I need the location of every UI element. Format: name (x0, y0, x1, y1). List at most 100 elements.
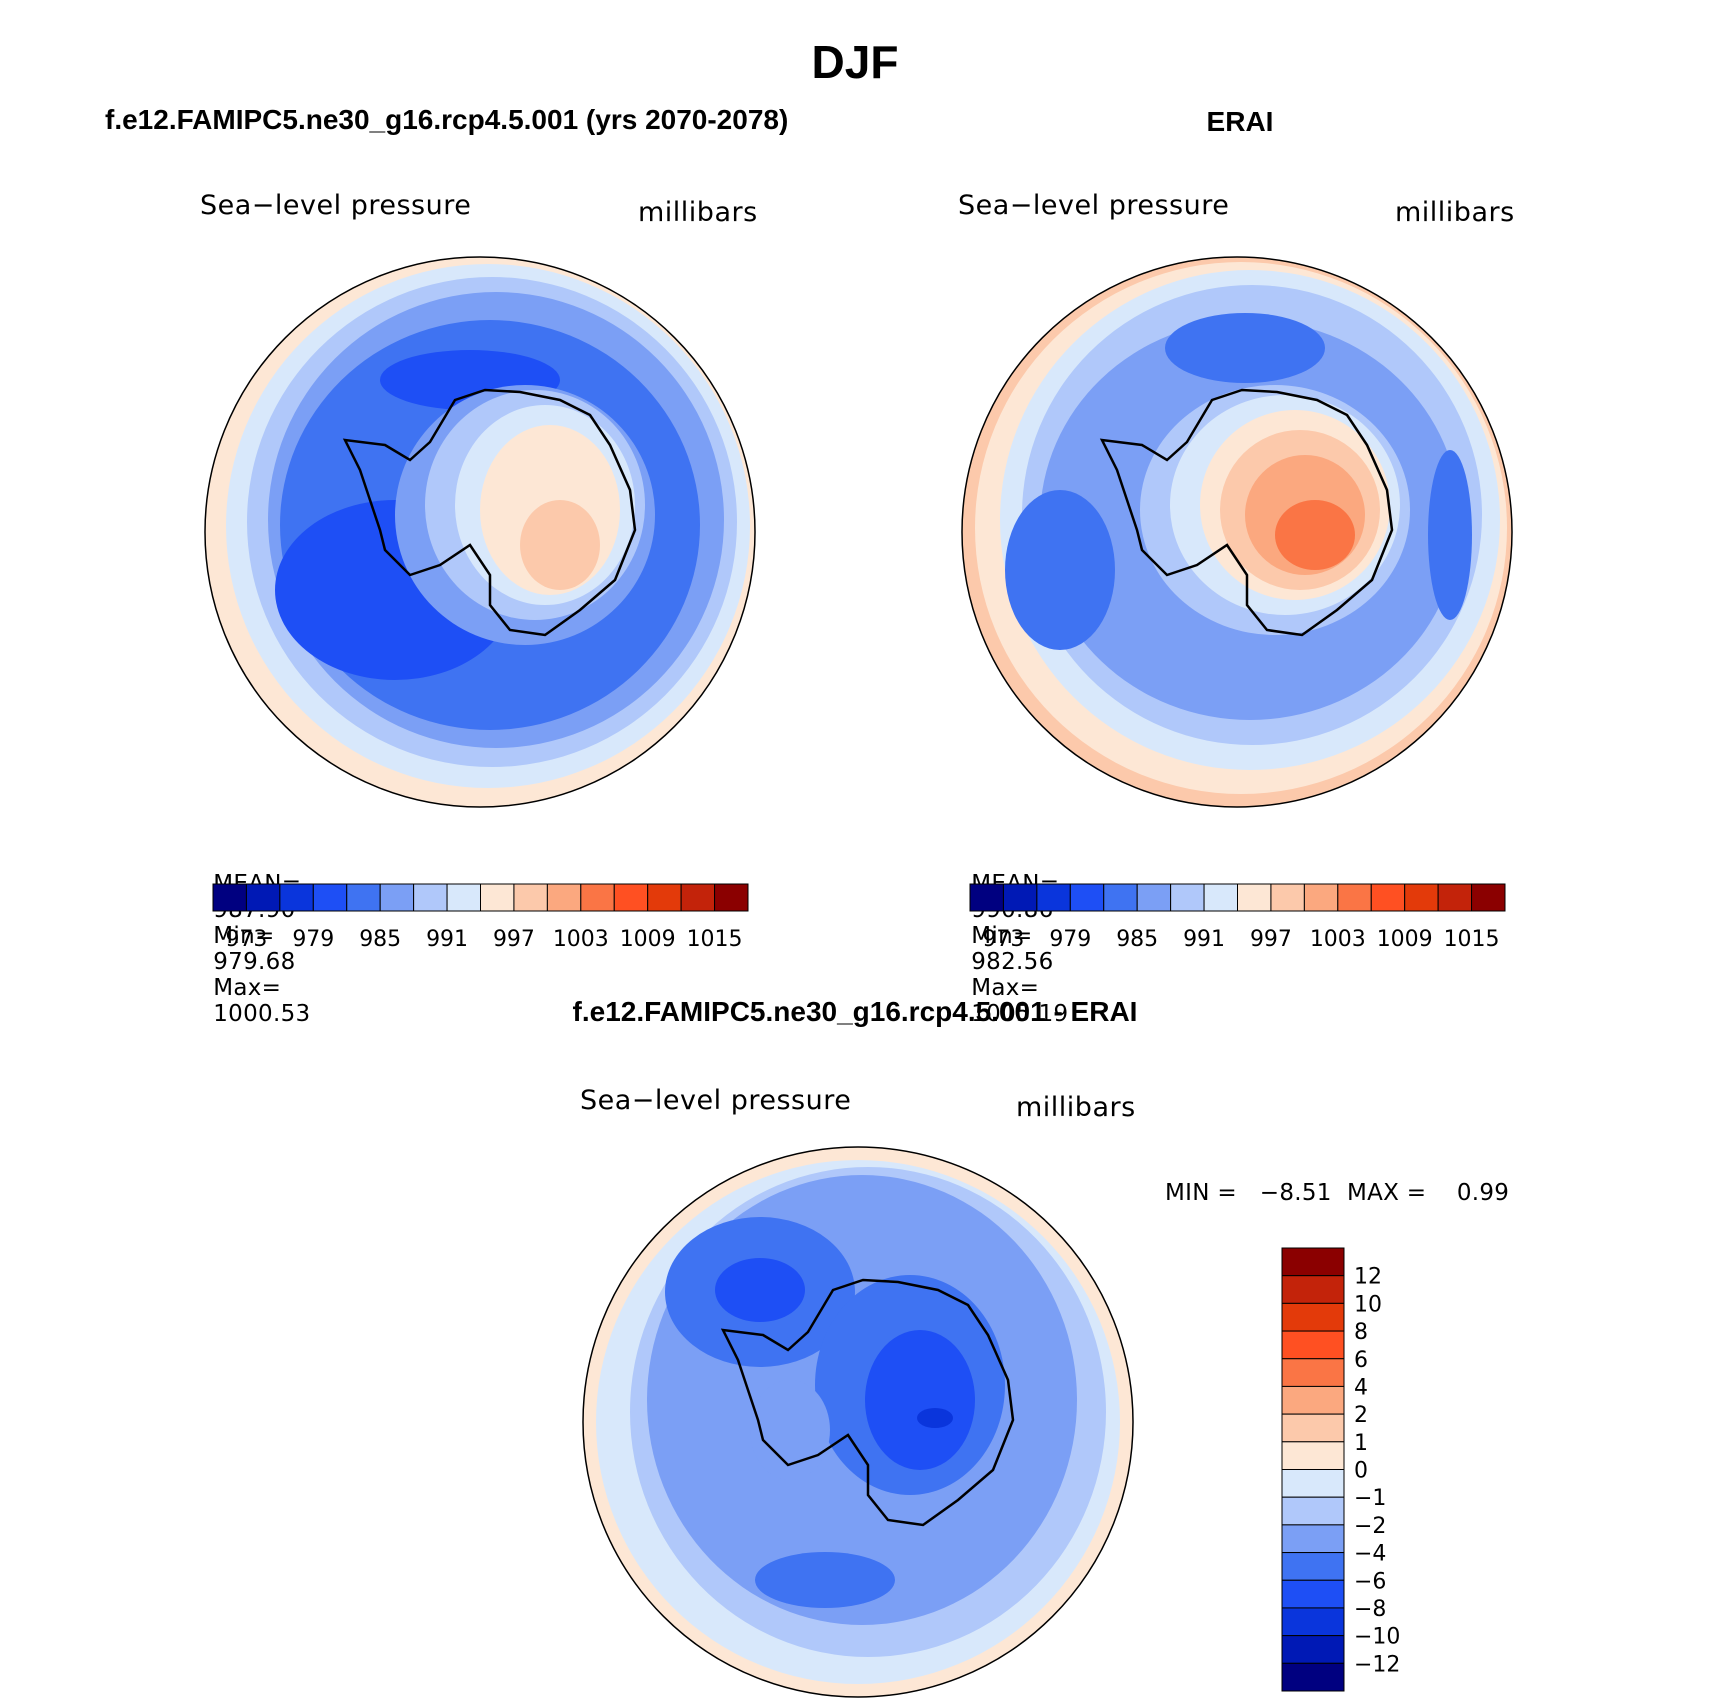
model-colorbar-tick-label: 1009 (620, 927, 676, 952)
diff-colorbar-tick-label: −4 (1354, 1542, 1386, 1567)
model-colorbar-swatch (513, 883, 548, 912)
obs-colorbar-swatch (1170, 883, 1205, 912)
obs-colorbar-swatch (1303, 883, 1339, 912)
model-colorbar-swatch (212, 883, 247, 912)
min-label: Min= (971, 923, 1033, 949)
model-colorbar-swatch (346, 883, 381, 912)
model-colorbar-tick-label: 1015 (687, 927, 743, 952)
obs-colorbar-tick-label: 991 (1183, 927, 1225, 952)
obs-colorbar-tick-label: 979 (1049, 927, 1091, 952)
diff-colorbar-swatch (1281, 1358, 1345, 1387)
model-colorbar-swatch (680, 883, 716, 912)
model-colorbar-swatch (546, 883, 582, 912)
diff-colorbar-swatch (1281, 1275, 1345, 1304)
panel-diff-map (582, 1146, 1134, 1698)
model-colorbar-tick-label: 979 (292, 927, 334, 952)
model-colorbar-swatch (613, 883, 649, 912)
model-colorbar-swatch (714, 883, 749, 912)
model-colorbar-swatch (245, 883, 281, 912)
figure-title: DJF (811, 36, 899, 88)
obs-colorbar-swatch (1337, 883, 1372, 912)
diff-colorbar-swatch (1281, 1330, 1345, 1360)
model-colorbar-swatch (413, 883, 448, 912)
diff-colorbar-tick-label: −12 (1354, 1652, 1400, 1677)
panel-obs-colorbar: 973 979 985 991 997 1003 1009 1015 (969, 883, 1506, 952)
diff-colorbar-swatch (1281, 1385, 1345, 1415)
obs-colorbar-tick-label: 1003 (1310, 927, 1366, 952)
diff-colorbar-swatch (1281, 1662, 1345, 1692)
panel-diff-variable: Sea−level pressure (580, 1085, 852, 1116)
obs-colorbar-swatch (1002, 883, 1038, 912)
model-colorbar-tick-label: 973 (225, 927, 267, 952)
diff-colorbar-swatch (1281, 1552, 1345, 1581)
model-colorbar-swatch (480, 883, 515, 912)
diff-colorbar-swatch (1281, 1524, 1345, 1554)
model-colorbar-swatch (580, 883, 615, 912)
diff-colorbar-swatch (1281, 1579, 1345, 1609)
min-value: 979.68 (213, 949, 296, 975)
diff-colorbar-swatch (1281, 1469, 1345, 1498)
obs-colorbar-swatch (1471, 883, 1506, 912)
min-value: 982.56 (971, 949, 1054, 975)
model-colorbar-swatch (279, 883, 314, 912)
model-colorbar-tick-label: 997 (493, 927, 535, 952)
obs-colorbar-swatch (1237, 883, 1272, 912)
obs-colorbar-swatch (1404, 883, 1439, 912)
max-value: 1000.53 (213, 1001, 311, 1027)
max-value: 1005.19 (971, 1001, 1069, 1027)
diff-colorbar-tick-label: −6 (1354, 1569, 1386, 1594)
panel-model-variable: Sea−level pressure (200, 190, 472, 221)
diff-colorbar-swatch (1281, 1496, 1345, 1526)
obs-colorbar-tick-label: 1015 (1444, 927, 1500, 952)
diff-colorbar-tick-label: 8 (1354, 1320, 1368, 1345)
diff-colorbar-swatch (1281, 1247, 1345, 1277)
model-colorbar-tick-label: 991 (426, 927, 468, 952)
diff-colorbar-swatch (1281, 1441, 1345, 1470)
model-colorbar-tick-label: 1003 (553, 927, 609, 952)
diff-colorbar-tick-label: −1 (1354, 1486, 1386, 1511)
panel-model-map (204, 256, 756, 808)
model-colorbar-swatch (379, 883, 415, 912)
panel-diff-units: millibars (1016, 1092, 1136, 1123)
panel-obs-map (961, 256, 1513, 808)
panel-diff-title: f.e12.FAMIPC5.ne30_g16.rcp4.5.001 - ERAI (572, 996, 1138, 1027)
panel-model-colorbar: 973 979 985 991 997 1003 1009 1015 (212, 883, 749, 952)
model-colorbar-swatch (312, 883, 348, 912)
obs-colorbar-swatch (1203, 883, 1238, 912)
diff-colorbar-tick-label: 1 (1354, 1431, 1368, 1456)
diff-colorbar-tick-label: 4 (1354, 1375, 1368, 1400)
model-colorbar-swatch (446, 883, 481, 912)
obs-colorbar-swatch (1036, 883, 1071, 912)
diff-colorbar-tick-label: −2 (1354, 1514, 1386, 1539)
model-colorbar-swatch (647, 883, 682, 912)
diff-colorbar-tick-label: −8 (1354, 1597, 1386, 1622)
obs-colorbar-tick-label: 973 (982, 927, 1024, 952)
obs-colorbar-swatch (969, 883, 1004, 912)
max-label: Max= (971, 975, 1040, 1001)
panel-obs-variable: Sea−level pressure (958, 190, 1230, 221)
panel-obs-units: millibars (1395, 197, 1515, 228)
diff-colorbar-swatch (1281, 1302, 1345, 1332)
obs-colorbar-swatch (1370, 883, 1406, 912)
diff-colorbar-swatch (1281, 1635, 1345, 1664)
obs-colorbar-tick-label: 997 (1250, 927, 1292, 952)
max-label: Max= (213, 975, 282, 1001)
min-label: Min= (213, 923, 275, 949)
diff-colorbar-tick-label: 12 (1354, 1265, 1382, 1290)
obs-colorbar-swatch (1437, 883, 1473, 912)
diff-colorbar-tick-label: 10 (1354, 1292, 1382, 1317)
panel-diff-stats: MIN = −8.51 MAX = 0.99 (1165, 1180, 1510, 1206)
obs-colorbar-swatch (1270, 883, 1305, 912)
diff-colorbar-tick-label: −10 (1354, 1625, 1400, 1650)
obs-colorbar-tick-label: 985 (1116, 927, 1158, 952)
panel-model-title: f.e12.FAMIPC5.ne30_g16.rcp4.5.001 (yrs 2… (105, 104, 789, 135)
diff-colorbar-tick-label: 6 (1354, 1348, 1368, 1373)
panel-model-units: millibars (638, 197, 758, 228)
obs-colorbar-swatch (1069, 883, 1105, 912)
obs-colorbar-swatch (1136, 883, 1172, 912)
diff-colorbar-swatch (1281, 1607, 1345, 1637)
diff-colorbar-tick-label: 0 (1354, 1459, 1368, 1484)
obs-colorbar-swatch (1103, 883, 1138, 912)
